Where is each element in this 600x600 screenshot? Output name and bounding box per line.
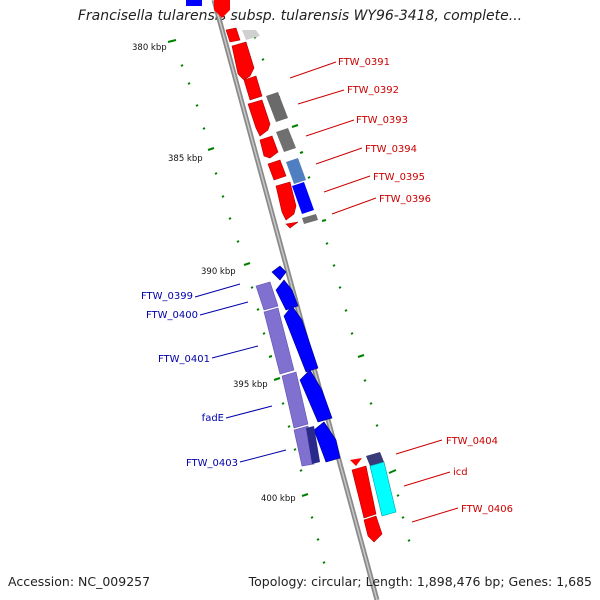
kbp-tick-label: 380 kbp (132, 43, 167, 53)
gene-FTW_0399 (271, 265, 287, 281)
gene-label: FTW_0401 (158, 354, 210, 365)
gene-label: fadE (202, 413, 224, 424)
gene-FTW_0400 (275, 279, 299, 311)
topology-summary: Topology: circular; Length: 1,898,476 bp… (248, 574, 592, 589)
gene-FTW_0392-cog (266, 92, 288, 122)
kbp-tick-label: 395 kbp (233, 380, 268, 390)
accession-text: Accession: NC_009257 (8, 574, 151, 589)
gene-icd-cog (369, 461, 397, 517)
gene-FTW_0395 (267, 159, 287, 181)
kbp-tick-label: 400 kbp (261, 494, 296, 504)
gene-FTW_0395-blue (292, 182, 314, 214)
gene-FTW_0394 (259, 135, 279, 159)
gene-label: FTW_0404 (446, 436, 498, 447)
gene-FTW_0396-cog (302, 214, 318, 224)
gene-FTW_0394-cog (286, 158, 306, 184)
gene-FTW_0399-cog (255, 281, 279, 311)
kbp-tick-label: 385 kbp (168, 154, 203, 164)
reverse-cds-fragment (186, 0, 202, 6)
gene-FTW_0396 (275, 181, 297, 221)
gene-fadE (299, 369, 333, 423)
gene-FTW_0391-arrow (231, 41, 255, 81)
gene-FTW_0406 (363, 515, 383, 543)
forward-strand-genes (225, 27, 299, 229)
gene-label: FTW_0396 (379, 194, 431, 205)
gene-FTW_0392 (243, 75, 263, 101)
map-title: Francisella tularensis subsp. tularensis… (77, 8, 523, 24)
gene-icd (351, 465, 377, 519)
cog-purple-genes (255, 281, 315, 467)
gene-label: FTW_0399 (141, 291, 193, 302)
gene-FTW_0404-cog (366, 452, 384, 466)
gene-FTW_0404 (350, 458, 362, 466)
forward-cds-fragment (214, 0, 230, 18)
gene-FTW_0391 (225, 27, 241, 43)
gene-label: FTW_0391 (338, 57, 390, 68)
cog-gray-fragment (242, 30, 260, 40)
gene-fadE-cog (281, 371, 309, 429)
gene-FTW_0393 (247, 99, 271, 137)
kbp-tick-label: 390 kbp (201, 267, 236, 277)
gene-FTW_0403 (313, 421, 341, 463)
gene-label: FTW_0392 (347, 85, 399, 96)
left-label-leaders (194, 283, 287, 463)
gene-label: FTW_0394 (365, 144, 417, 155)
reverse-strand-genes (271, 265, 341, 463)
gene-FTW_0401 (283, 305, 319, 373)
gene-small-red (285, 221, 299, 229)
gene-label: icd (453, 467, 468, 478)
gene-label: FTW_0403 (186, 458, 238, 469)
gene-FTW_0403-dark (306, 426, 320, 464)
gc-track-left (167, 39, 326, 564)
right-label-leaders (289, 61, 459, 523)
gene-label: FTW_0395 (373, 172, 425, 183)
gene-FTW_0401-cog (263, 307, 295, 375)
gene-label: FTW_0400 (146, 310, 198, 321)
gene-label: FTW_0393 (356, 115, 408, 126)
gene-label: FTW_0406 (461, 504, 513, 515)
gene-FTW_0393-cog (276, 128, 296, 152)
